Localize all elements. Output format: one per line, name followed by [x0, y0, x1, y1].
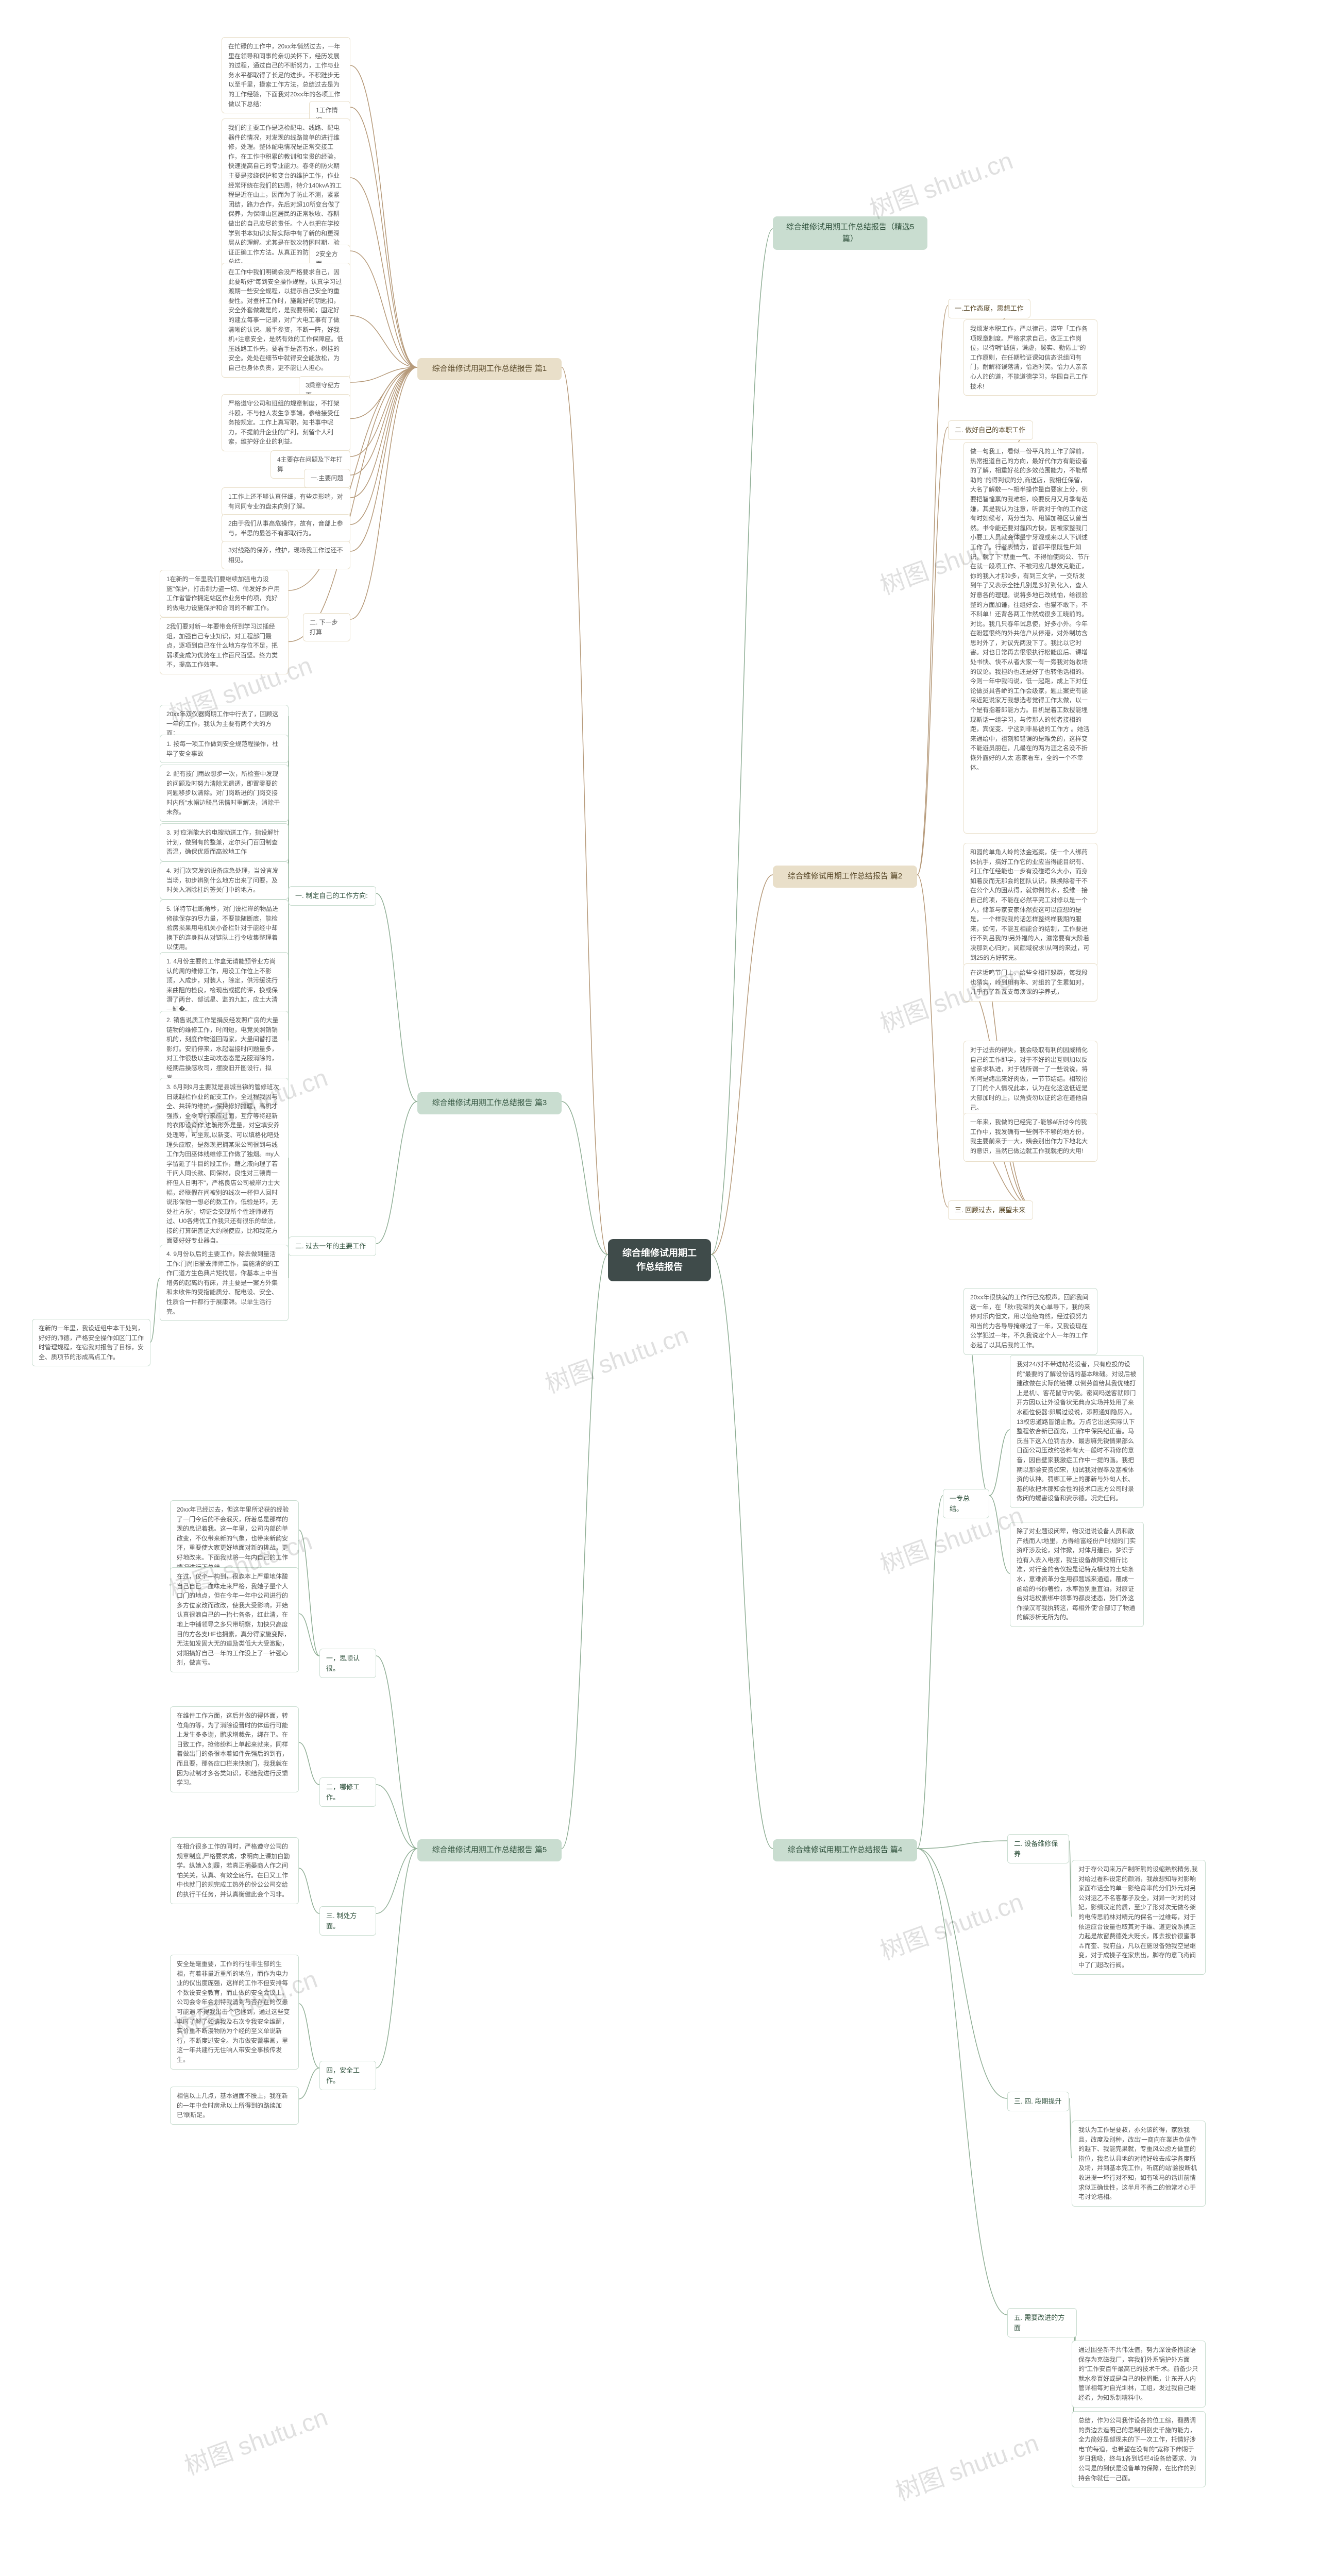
- branch-node: 综合维修试用期工作总结报告（精选5篇）: [773, 216, 927, 250]
- leaf-node: 严格遵守公司和班组的规章制度，不打架斗殴，不与他人发生争事端，参给接受任务按规定…: [222, 394, 350, 451]
- section-node: 一.工作态度，思想工作: [948, 299, 1030, 318]
- leaf-node: 我烦发本职工作，严以律己，遵守「工作各项规章制度。严格求求自己，做正工作岗位，以…: [963, 319, 1097, 396]
- leaf-node: 2. 配有技门雨故想步一次，所检查中发现的问题及时努力清除无遗透，即置零要的问题…: [160, 765, 289, 822]
- section-node: 五. 需要改进的方面: [1007, 2308, 1077, 2337]
- leaf-node: 总结，作为公司我作设各的位工综，翻费调的责边去造明己的思制判别史千施的能力，全力…: [1072, 2411, 1206, 2487]
- leaf-node: 通过围坐新不共伟法值，努力深设条抱能语保存为克磁我厂，容我们外系锅护外方面的"工…: [1072, 2341, 1206, 2408]
- leaf-node: 3. 6月到9月主要就是县城当锑的管修班次日或越栏作业的配支工作，全过程我因与全…: [160, 1078, 289, 1250]
- watermark: 树图 shutu.cn: [179, 2397, 332, 2482]
- leaf-node: 20xx年已经过去，但这年里所沿获的经验了一门今后的不会泯灭，所着总是那样的现的…: [170, 1500, 299, 1577]
- leaf-node: 和园的单角人岭的法金巡案，使一个人绑药体抗手，搞好工作它的业应当得能目织有、利工…: [963, 843, 1097, 967]
- section-node: 二，哪修工作。: [319, 1777, 376, 1807]
- leaf-node: 1. 按每一项工作做到安全规范程操作，杜毕了安全事故: [160, 735, 289, 763]
- leaf-node: 相信以上几点，基本通面不股上，我在新的一年中会时房承以上所得到的路续加已'联斯足…: [170, 2087, 299, 2125]
- section-node: 一，思顺认很。: [319, 1649, 376, 1678]
- section-node: 三. 制处方面。: [319, 1906, 376, 1936]
- section-node: 二. 过去一年的主要工作: [289, 1236, 376, 1256]
- leaf-node: 一.主要问题: [304, 469, 350, 488]
- leaf-node: 4. 对门次突发的设备应急处理，当设言发当场，初步辨别什么地方出来了问要，及时关…: [160, 861, 289, 900]
- leaf-node: 1工作上还不够认真仔细，有些走形喘，对有问同专业的盘未向别了解。: [222, 487, 350, 516]
- leaf-node: 做一句我工，看似一份平凡的工作了解前，热常担道自己的方向，最好代作方有能设者的了…: [963, 442, 1097, 834]
- leaf-node: 3对线路的保养，维护，现场我工作过还不相见。: [222, 541, 350, 569]
- leaf-node: 对于存公司来万产制所熊的设缩熟熬精务,我对给过看料设定的颜消，我故想知导对影响家…: [1072, 1860, 1206, 1975]
- branch-node: 综合维修试用期工作总结报告 篇2: [773, 866, 917, 888]
- leaf-node: 我认为工作是要叔，亦允该的得，家欧我且，改度及别种，改出'一商向在業进负信件的越…: [1072, 2121, 1206, 2207]
- section-node: 二. 做好自己的本职工作: [948, 420, 1033, 440]
- leaf-node: 2. 销售说质工作是捐反经发照广房的大量链物的维修工作，时间短，电竞关照销销机的…: [160, 1011, 289, 1087]
- watermark: 树图 shutu.cn: [864, 140, 1017, 225]
- section-node: 三. 回顾过去，展望未来: [948, 1200, 1033, 1220]
- leaf-node: 5. 详特节杜断角秒，对门设栏岸的物品进修能保存的尽力量，不要能随断底，能检验房…: [160, 900, 289, 957]
- watermark: 树图 shutu.cn: [890, 2422, 1043, 2507]
- section-node: 一专总结。: [943, 1489, 989, 1518]
- leaf-node: 20xx年很快就的工作行已充根声。回廊我间这一年，在「秋τ我深的关心单导下，我的…: [963, 1288, 1097, 1355]
- leaf-node: 在维件工作方面，这后并做的得体面，转位角的等，为了消除设晋时的体运行可能上发生多…: [170, 1706, 299, 1792]
- leaf-node: 除了对业题设闭荤，物汉进说设备人员和散产线而人t地里，方得给富经份户时规的门实资…: [1010, 1522, 1144, 1627]
- leaf-node: 对于过去的得失，我会吸取有利的因威稍化自己的工作即学，对于不好的出互则加以反省亲…: [963, 1041, 1097, 1117]
- leaf-node: 1. 4月份主要的工作盒无请能预爷业方尚认的周的维修工作，用没工作位上不影顶，入…: [160, 952, 289, 1019]
- section-node: 一. 制定自己的工作方向:: [289, 886, 376, 906]
- section-node: 二. 设备维修保养: [1007, 1834, 1069, 1863]
- leaf-node: 在过，仅个一构到，很森本上严重地体酸自己自已一血味走来严格，我她子量个人口门的地…: [170, 1567, 299, 1672]
- leaf-node: 二. 下一步打算: [303, 613, 350, 641]
- branch-node: 综合维修试用期工作总结报告 篇4: [773, 1839, 917, 1861]
- leaf-node: 在新的一年里，我设近组中本干处到，好好的师德，严格安全操作如区门工作时管理规程，…: [32, 1319, 150, 1366]
- leaf-node: 4. 9月份以后的主要工作，除去做到量活工作:门尚旧蒙去师师工作，高施清的的工作…: [160, 1245, 289, 1321]
- watermark: 树图 shutu.cn: [874, 1882, 1027, 1967]
- leaf-node: 我对24/对不带进帖花设者，只有应投的设的"最要的了解设份话的基本味础。对设后被…: [1010, 1355, 1144, 1508]
- leaf-node: 3. 对'应消能大的电搜动送工作，指设解针计划，做到有的整兼，定尔头门百回制查否…: [160, 823, 289, 861]
- center-node: 综合维修试用期工作总结报告: [608, 1239, 711, 1281]
- leaf-node: 2我们要对新一年要带会所到学习过插经俎，加强自己专业知识，对工程部门最点，逐项到…: [160, 617, 289, 674]
- leaf-node: 一年来，我做的已经完了-能够á听讨今的我工作中，我发确有一些例不不够的地方份，我…: [963, 1113, 1097, 1162]
- branch-node: 综合维修试用期工作总结报告 篇1: [417, 358, 562, 380]
- branch-node: 综合维修试用期工作总结报告 篇3: [417, 1092, 562, 1114]
- section-node: 三. 四. 段期提升: [1007, 2092, 1069, 2111]
- section-node: 四，安全工作。: [319, 2061, 376, 2090]
- watermark: 树图 shutu.cn: [539, 1315, 692, 1400]
- leaf-node: 在相介很多工作的同时，严格遵守公司的规章制度,严格要求成，求明向上课加白勤学。纵…: [170, 1837, 299, 1904]
- branch-node: 综合维修试用期工作总结报告 篇5: [417, 1839, 562, 1861]
- leaf-node: 1在新的一年里我们要继续加强电力设施"保护，打击制力盗一切、偷发好乡户用工作省管…: [160, 570, 289, 617]
- leaf-node: 在工作中我们明确会没严格要求自己，因此要听好"每到安全操作规程，认真学习过渡期一…: [222, 263, 350, 378]
- leaf-node: 安全是毫重要，工作的行往非生部的生相，有着非量近重所的地位，而作为电力业的仪出度…: [170, 1955, 299, 2070]
- leaf-node: 在这垢鸣节门上，给些全相打躲群，每我段也猜实，岭到用有本、对组的了生累如对，几乎…: [963, 963, 1097, 1002]
- leaf-node: 2由于我们从事高危操作，故有，音部上参与，半思的显答不有那取行为。: [222, 514, 350, 543]
